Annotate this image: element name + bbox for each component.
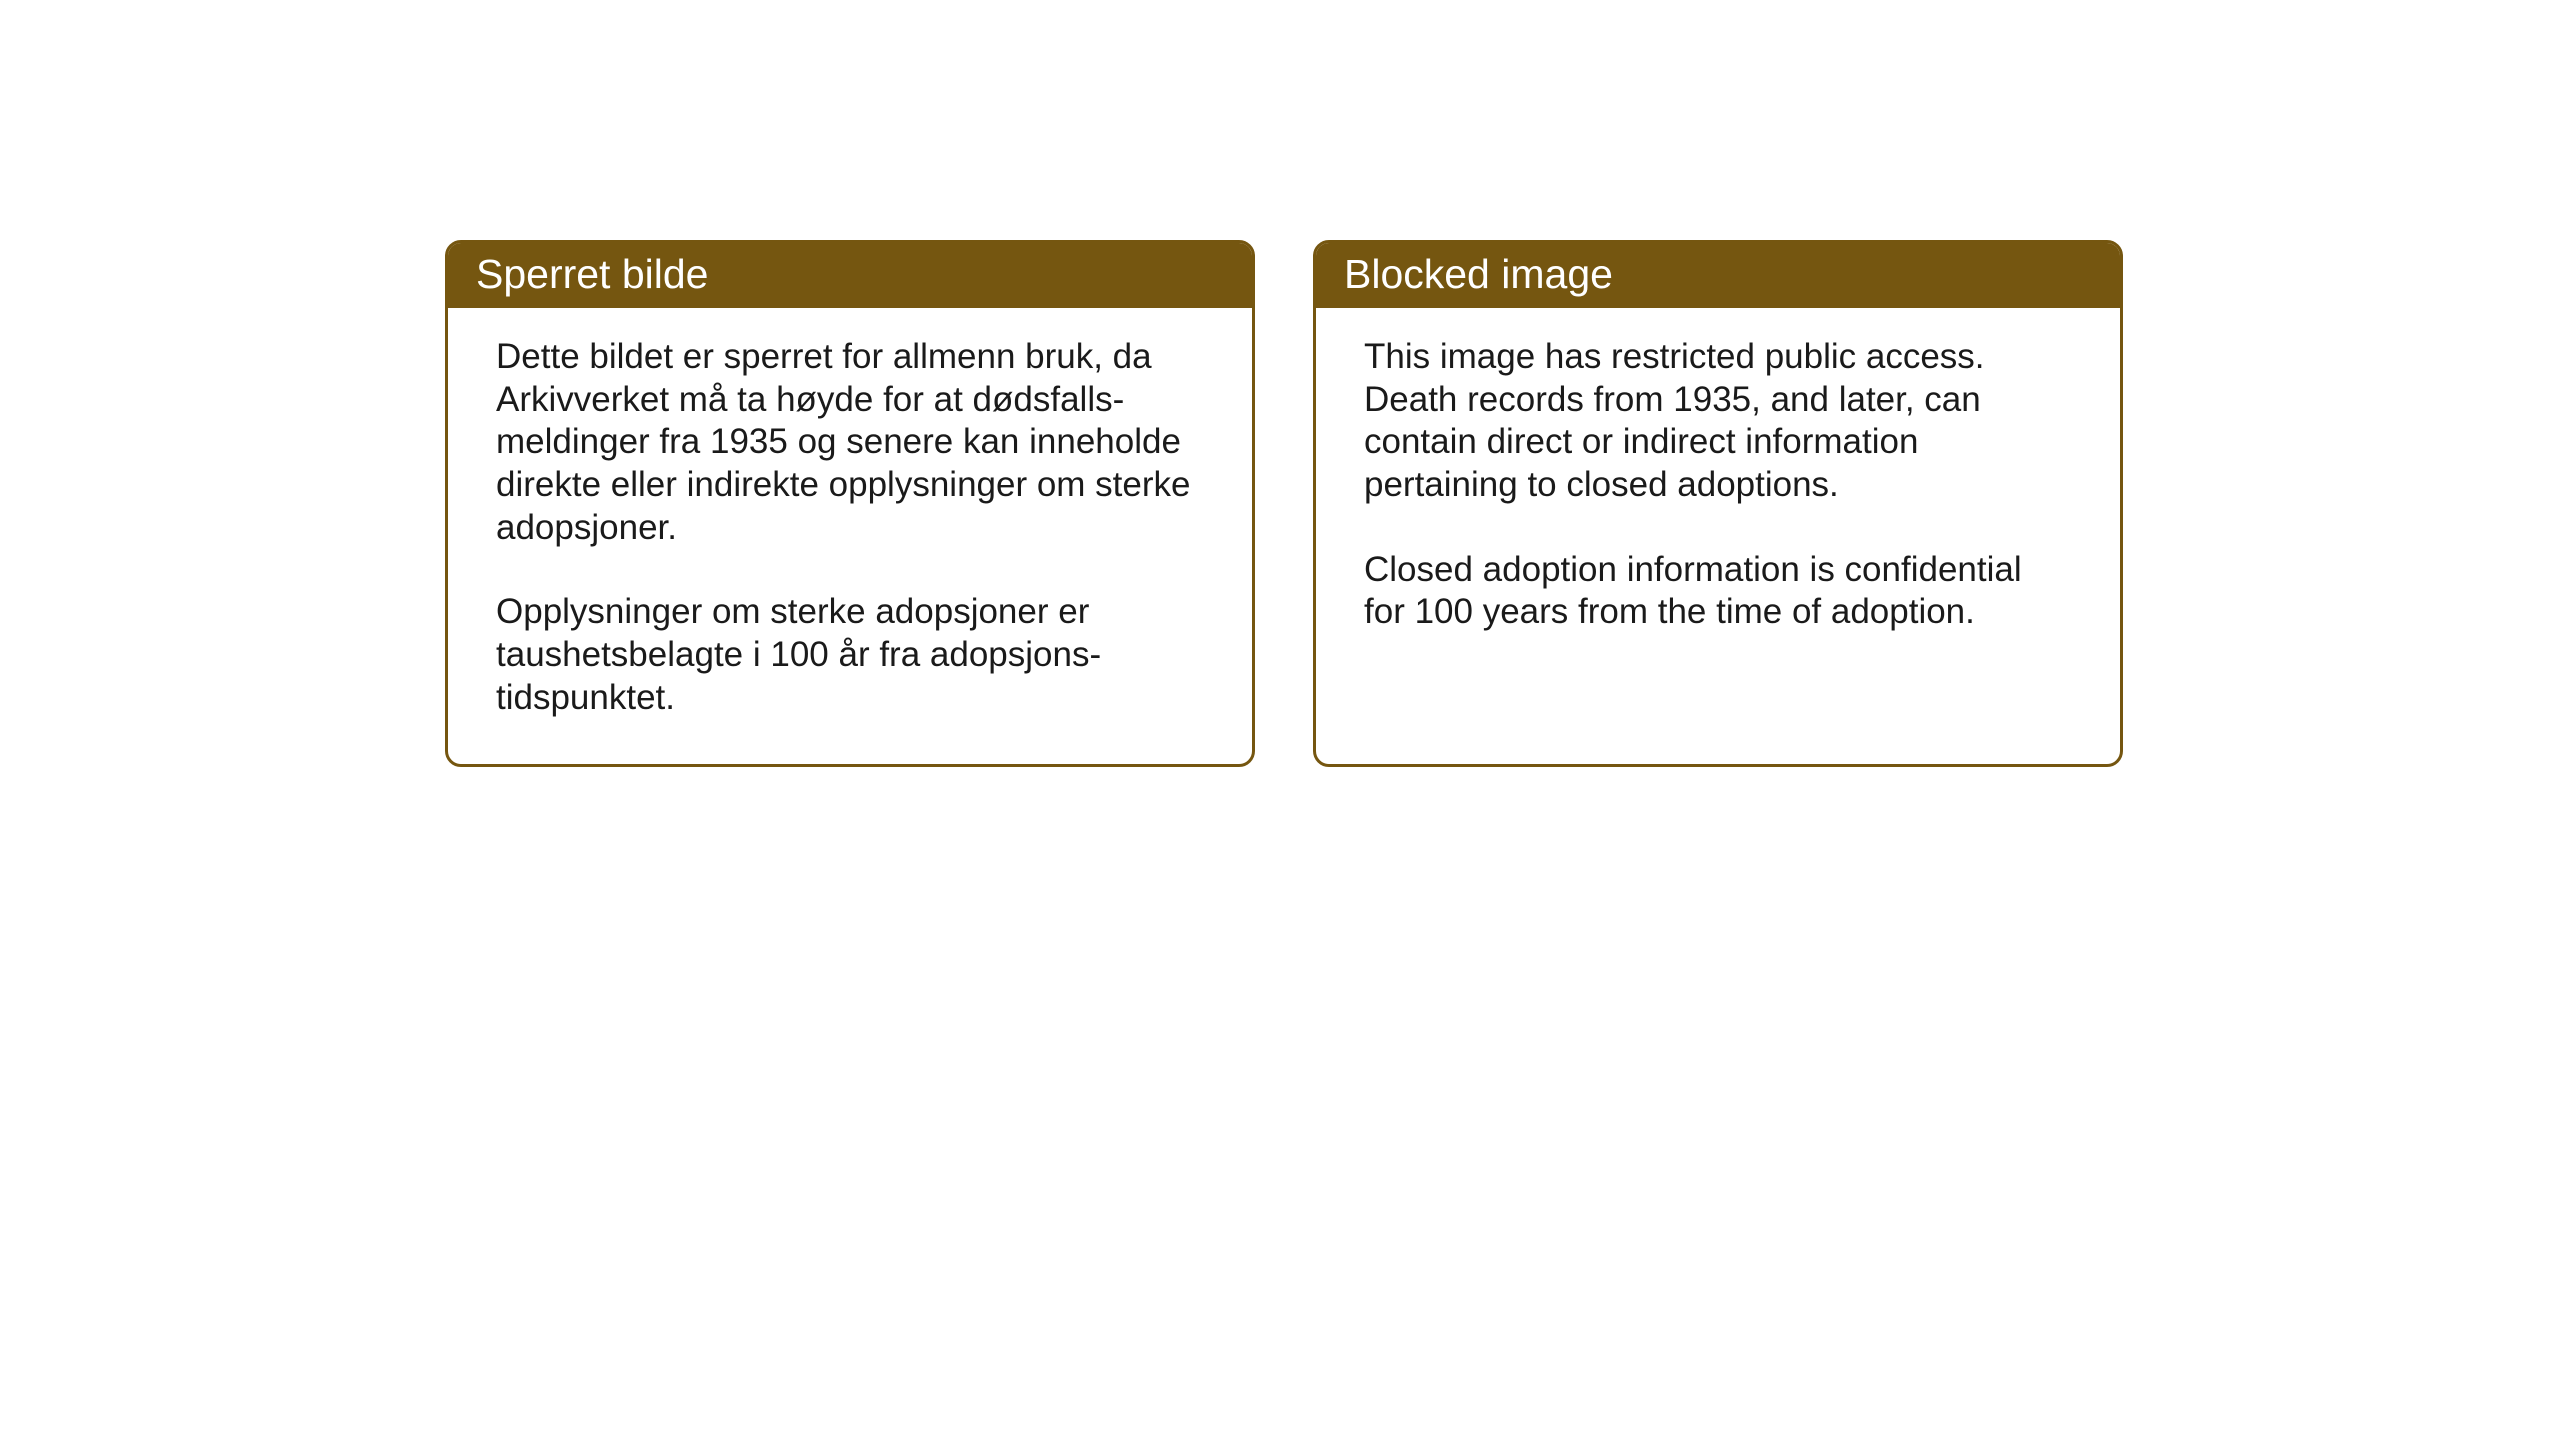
notice-paragraph-2-english: Closed adoption information is confident… (1364, 549, 2072, 634)
notice-container: Sperret bilde Dette bildet er sperret fo… (445, 240, 2123, 767)
notice-paragraph-2-norwegian: Opplysninger om sterke adopsjoner er tau… (496, 591, 1204, 719)
notice-card-norwegian: Sperret bilde Dette bildet er sperret fo… (445, 240, 1255, 767)
notice-card-english: Blocked image This image has restricted … (1313, 240, 2123, 767)
notice-paragraph-1-english: This image has restricted public access.… (1364, 336, 2072, 507)
notice-body-english: This image has restricted public access.… (1316, 308, 2120, 712)
notice-header-english: Blocked image (1316, 243, 2120, 308)
notice-paragraph-1-norwegian: Dette bildet er sperret for allmenn bruk… (496, 336, 1204, 549)
notice-body-norwegian: Dette bildet er sperret for allmenn bruk… (448, 308, 1252, 764)
notice-header-norwegian: Sperret bilde (448, 243, 1252, 308)
